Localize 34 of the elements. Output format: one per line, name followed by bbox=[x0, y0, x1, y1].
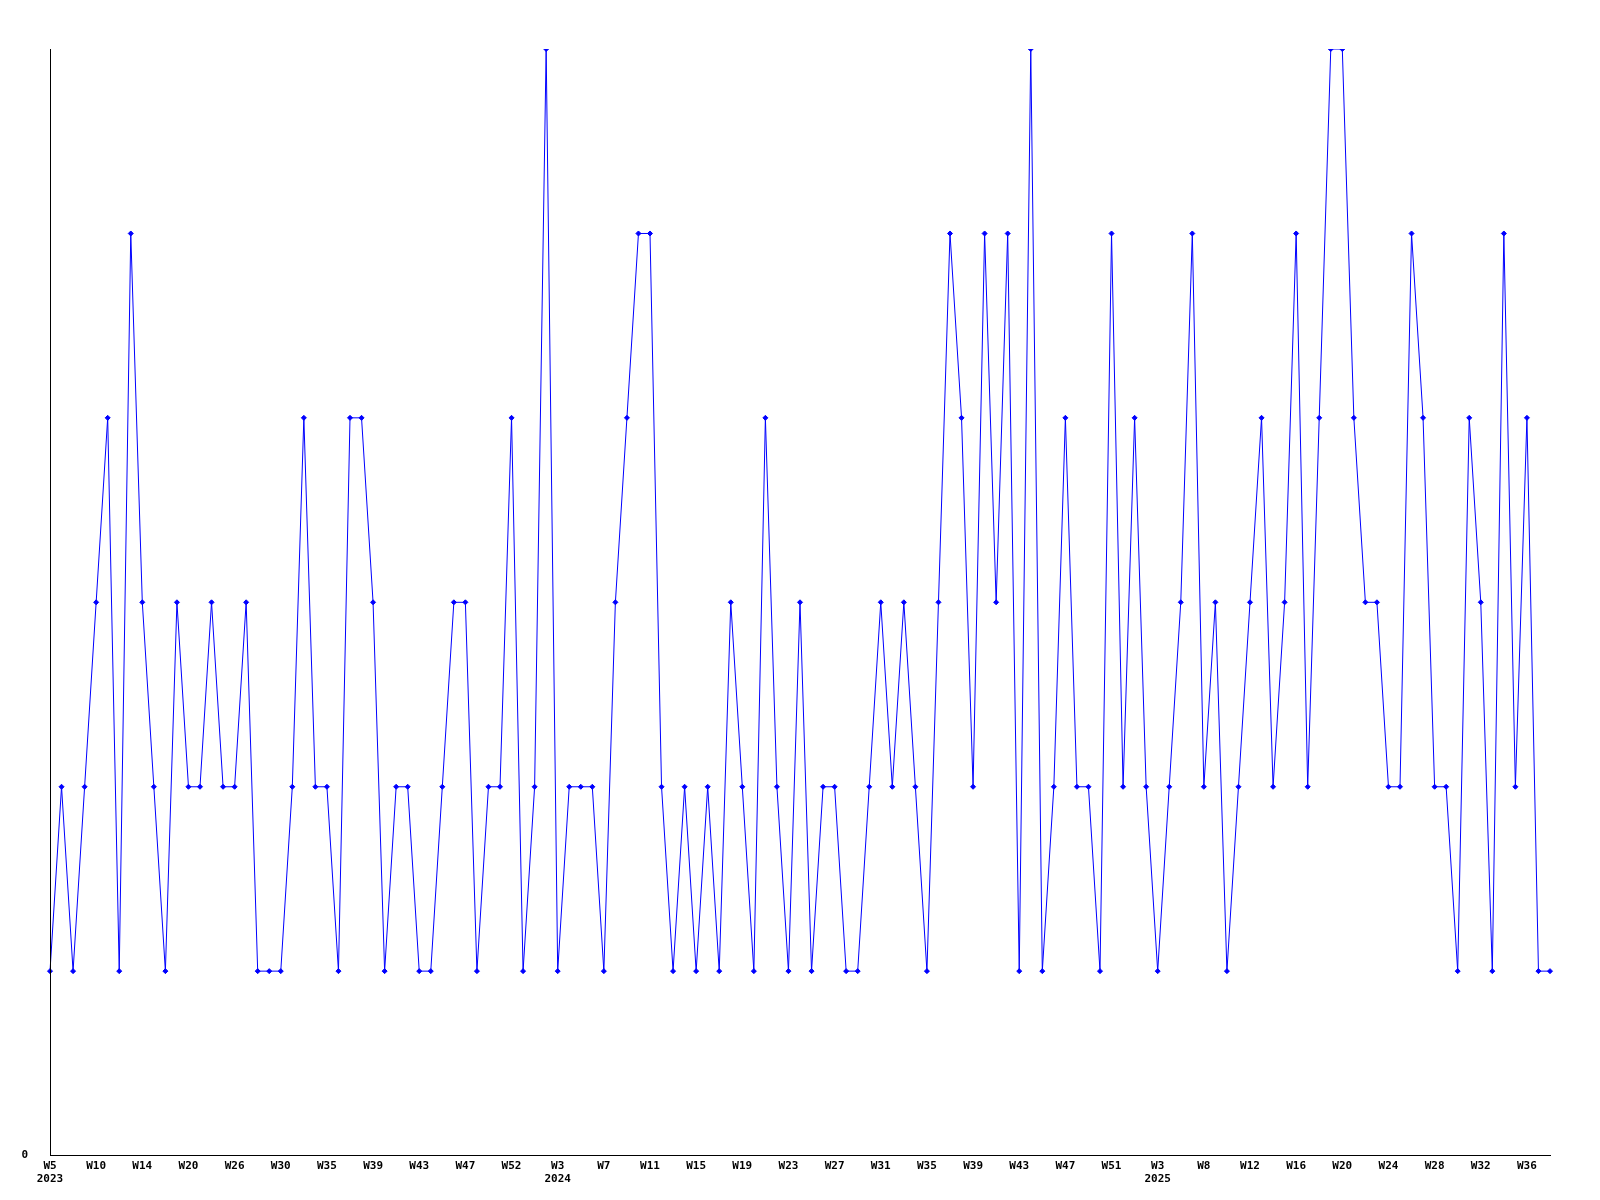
x-tick-label: W32 bbox=[1470, 1159, 1491, 1173]
x-tick-label: W36 bbox=[1516, 1159, 1538, 1173]
x-tick-label: W52 bbox=[501, 1159, 522, 1173]
x-tick-label: W28 bbox=[1424, 1159, 1445, 1173]
x-tick-label: W7 bbox=[597, 1159, 611, 1173]
x-tick-label: W16 bbox=[1286, 1159, 1307, 1173]
x-tick-label: W27 bbox=[824, 1159, 845, 1173]
x-tick-label: W20 bbox=[178, 1159, 199, 1173]
x-tick-label: W35 bbox=[316, 1159, 337, 1173]
x-tick-label: W23 bbox=[778, 1159, 799, 1173]
x-tick-label: W43 bbox=[1009, 1159, 1030, 1173]
x-tick-label: W14 bbox=[132, 1159, 153, 1173]
x-tick-label: W47 bbox=[455, 1159, 476, 1173]
x-tick-label: W12 bbox=[1240, 1159, 1260, 1173]
x-tick-label: W20 bbox=[1332, 1159, 1353, 1173]
x-tick-label: W5 2023 bbox=[36, 1159, 64, 1186]
x-tick-label: W43 bbox=[409, 1159, 430, 1173]
x-tick-label: W8 bbox=[1197, 1159, 1211, 1173]
x-tick-label: W24 bbox=[1378, 1159, 1399, 1173]
x-tick-label: W19 bbox=[732, 1159, 753, 1173]
x-tick-label: W11 bbox=[640, 1159, 661, 1173]
x-tick-label: W39 bbox=[963, 1159, 984, 1173]
x-tick-label: W47 bbox=[1055, 1159, 1076, 1173]
x-tick-label: W39 bbox=[363, 1159, 384, 1173]
x-tick-label: W35 bbox=[916, 1159, 937, 1173]
x-tick-label: W51 bbox=[1101, 1159, 1122, 1173]
x-tick-label: W10 bbox=[86, 1159, 107, 1173]
text: 0 bbox=[21, 1148, 28, 1162]
x-tick-label: W31 bbox=[870, 1159, 892, 1173]
x-tick-label: W15 bbox=[686, 1159, 707, 1173]
x-tick-label: W26 bbox=[224, 1159, 245, 1173]
x-tick-label: W3 2025 bbox=[1144, 1159, 1171, 1186]
x-tick-label: W3 2024 bbox=[544, 1159, 572, 1186]
x-tick-label: W30 bbox=[270, 1159, 291, 1173]
